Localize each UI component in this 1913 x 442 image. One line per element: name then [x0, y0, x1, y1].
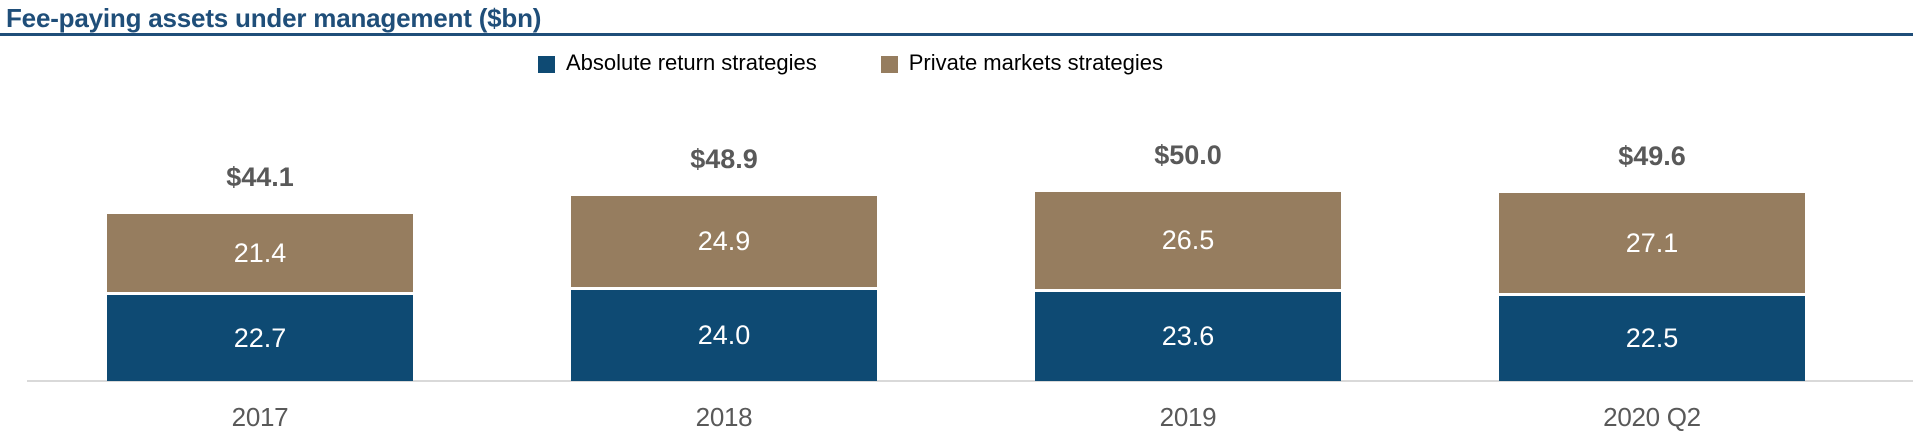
- segment-value-label: 23.6: [1161, 321, 1215, 351]
- bar-segment-private-markets: 27.1: [1499, 193, 1805, 296]
- bar-segment-absolute-return: 24.0: [571, 290, 877, 381]
- segment-value-label: 26.5: [1161, 225, 1215, 255]
- bar-segment-absolute-return: 22.5: [1499, 296, 1805, 381]
- category-axis-label: 2018: [695, 402, 753, 432]
- bar-segment-absolute-return: 22.7: [107, 295, 413, 381]
- x-axis-line: [27, 380, 1913, 382]
- category-axis-label: 2019: [1159, 402, 1217, 432]
- segment-value-label: 21.4: [233, 237, 287, 268]
- segment-value-label: 24.0: [697, 320, 751, 350]
- category-axis-label: 2017: [231, 402, 289, 432]
- chart-title: Fee-paying assets under management ($bn): [6, 3, 542, 33]
- segment-value-label: 24.9: [697, 226, 751, 256]
- segment-value-label: 22.7: [233, 322, 287, 353]
- legend-swatch-blue-icon: [538, 55, 555, 73]
- legend-label: Private markets strategies: [908, 50, 1164, 75]
- legend-swatch-brown-icon: [880, 55, 898, 73]
- bar-segment-private-markets: 21.4: [107, 214, 413, 295]
- legend-label: Absolute return strategies: [566, 50, 817, 75]
- bar-segment-private-markets: 26.5: [1035, 192, 1341, 292]
- bar-segment-absolute-return: 23.6: [1035, 292, 1341, 381]
- category-axis-label: 2020 Q2: [1603, 402, 1701, 432]
- title-underline-rule: [0, 33, 1913, 36]
- segment-value-label: 22.5: [1625, 323, 1679, 353]
- legend-item-absolute-return: Absolute return strategies: [538, 50, 817, 76]
- total-value-label: $44.1: [226, 162, 294, 192]
- total-value-label: $48.9: [690, 144, 758, 174]
- legend: Absolute return strategies Private marke…: [538, 50, 1163, 76]
- bar-segment-private-markets: 24.9: [571, 196, 877, 290]
- segment-value-label: 27.1: [1625, 227, 1679, 258]
- total-value-label: $50.0: [1154, 140, 1222, 170]
- legend-item-private-markets: Private markets strategies: [880, 50, 1164, 76]
- total-value-label: $49.6: [1618, 141, 1686, 171]
